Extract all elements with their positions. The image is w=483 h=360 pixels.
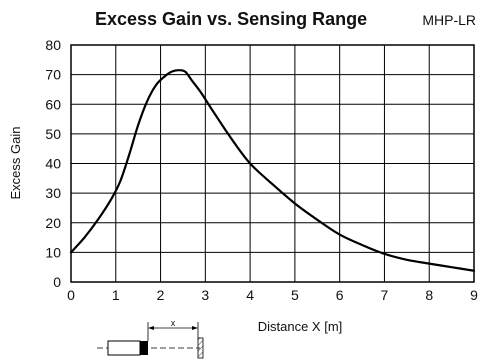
excess-gain-curve xyxy=(69,69,476,272)
distance-x-label: x xyxy=(171,318,176,328)
y-tick-label: 10 xyxy=(45,244,61,260)
x-tick-label: 7 xyxy=(381,287,389,303)
x-tick-label: 4 xyxy=(246,287,254,303)
model-label: MHP-LR xyxy=(422,12,476,28)
y-tick-label: 0 xyxy=(53,274,61,290)
y-tick-label: 70 xyxy=(45,67,61,83)
chart-title: Excess Gain vs. Sensing Range xyxy=(95,9,367,29)
x-axis-label: Distance X [m] xyxy=(258,319,343,334)
series xyxy=(69,69,476,272)
x-tick-label: 1 xyxy=(112,287,120,303)
grid xyxy=(70,44,475,283)
y-tick-label: 50 xyxy=(45,126,61,142)
sensor-body xyxy=(107,340,141,356)
y-tick-label: 30 xyxy=(45,185,61,201)
x-tick-label: 5 xyxy=(291,287,299,303)
reflector xyxy=(197,337,204,359)
x-tick-label: 2 xyxy=(157,287,165,303)
x-tick-label: 9 xyxy=(470,287,478,303)
x-tick-label: 3 xyxy=(201,287,209,303)
sensor-lens xyxy=(140,341,148,355)
tick-labels: 0 1 2 3 4 5 6 7 8 9 0 10 20 30 40 50 60 70 80 xyxy=(45,37,478,303)
x-tick-label: 6 xyxy=(336,287,344,303)
x-tick-label: 0 xyxy=(67,287,75,303)
y-tick-label: 20 xyxy=(45,215,61,231)
sensor-diagram: x xyxy=(97,318,204,359)
y-tick-label: 40 xyxy=(45,156,61,172)
y-tick-label: 60 xyxy=(45,96,61,112)
y-tick-label: 80 xyxy=(45,37,61,53)
plot-frame xyxy=(70,44,475,283)
x-tick-label: 8 xyxy=(425,287,433,303)
y-axis-label: Excess Gain xyxy=(8,127,23,200)
